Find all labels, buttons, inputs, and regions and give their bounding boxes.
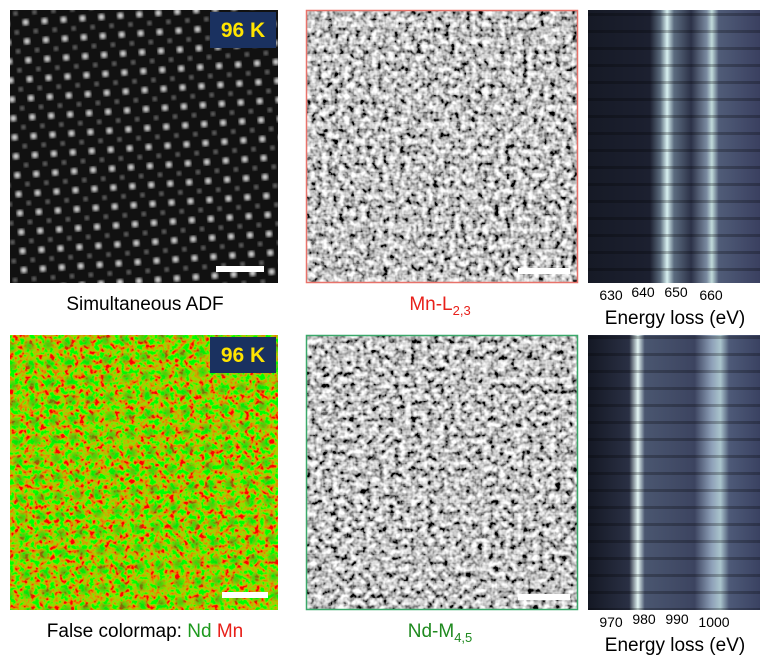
caption-mn: Mn	[217, 621, 243, 642]
adf-panel: 96 K	[10, 10, 278, 283]
axis-label: Energy loss (eV)	[605, 308, 745, 329]
tick-label: 980	[632, 611, 656, 627]
temperature-badge: 96 K	[221, 344, 265, 367]
mn-spectrum-panel	[588, 10, 760, 283]
figure: 96 K Simultaneous ADF Mn-L2,3 630 640 65…	[0, 0, 771, 656]
tick-label: 660	[699, 287, 723, 303]
caption: Simultaneous ADF	[66, 294, 223, 315]
tick-label: 630	[599, 287, 623, 303]
nd-spectrum-panel	[588, 335, 760, 610]
caption-subscript: 2,3	[453, 303, 471, 318]
tick-label: 1000	[698, 614, 729, 630]
tick-label: 650	[664, 284, 688, 300]
mn-map-panel	[306, 10, 578, 283]
colormap-panel: 96 K	[10, 335, 278, 610]
caption: Mn-L2,3	[409, 294, 470, 318]
tick-label: 990	[665, 611, 689, 627]
caption-text: False colormap:	[47, 621, 182, 642]
caption-text: Nd-M	[408, 621, 454, 642]
caption: False colormap: Nd Mn	[47, 621, 243, 642]
caption: Nd-M4,5	[408, 621, 473, 645]
temperature-badge: 96 K	[221, 19, 265, 42]
tick-label: 970	[599, 614, 623, 630]
caption-subscript: 4,5	[454, 630, 472, 645]
caption-nd: Nd	[187, 621, 211, 642]
nd-map-panel	[306, 335, 578, 610]
axis-label: Energy loss (eV)	[605, 635, 745, 656]
caption-text: Mn-L	[409, 294, 452, 315]
tick-label: 640	[631, 284, 655, 300]
